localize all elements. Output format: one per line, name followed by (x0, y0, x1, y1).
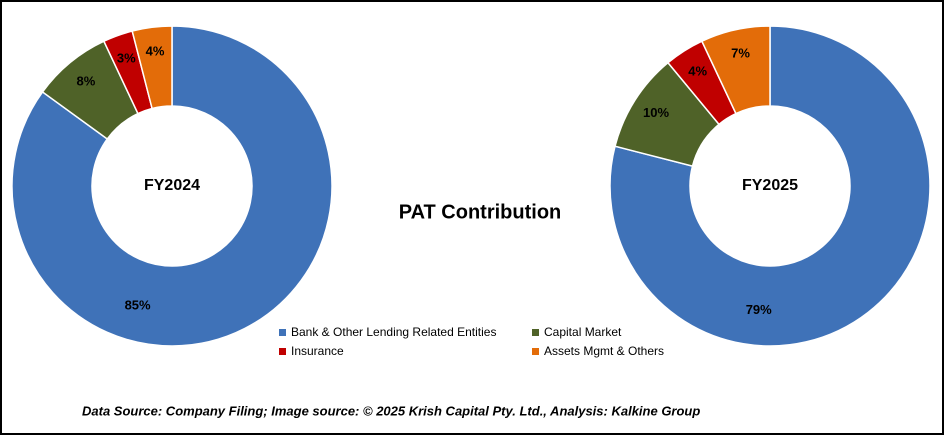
data-label: 85% (125, 298, 151, 313)
donut-slice (700, 25, 771, 115)
legend-swatch (532, 329, 539, 336)
legend-swatch (532, 348, 539, 355)
data-label: 7% (731, 46, 750, 61)
legend-label: Insurance (291, 344, 344, 358)
data-label: 79% (746, 302, 772, 317)
donut-center-label: FY2024 (144, 177, 200, 194)
donut-slice (609, 25, 931, 347)
legend-label: Bank & Other Lending Related Entities (291, 325, 496, 339)
data-label: 4% (688, 63, 707, 78)
source-note: Data Source: Company Filing; Image sourc… (82, 403, 700, 418)
data-label: 3% (117, 50, 136, 65)
legend-swatch (279, 329, 286, 336)
chart-title: PAT Contribution (399, 201, 562, 223)
donut-slice (131, 25, 173, 110)
data-label: 10% (643, 105, 669, 120)
legend-label: Assets Mgmt & Others (544, 344, 664, 358)
data-label: 8% (77, 73, 96, 88)
data-label: 4% (146, 44, 165, 59)
donut-center-label: FY2025 (742, 177, 798, 194)
legend-label: Capital Market (544, 325, 622, 339)
legend-swatch (279, 348, 286, 355)
donut-slice (11, 25, 333, 347)
